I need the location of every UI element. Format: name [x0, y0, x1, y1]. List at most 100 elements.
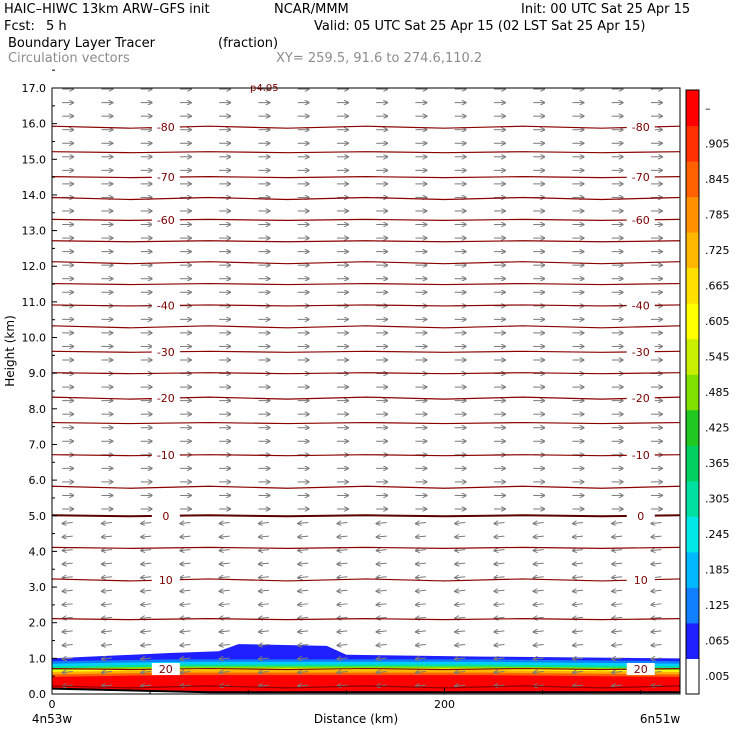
vector-arrow [416, 536, 426, 537]
x-start-location: 4n53w [32, 712, 73, 726]
vector-arrow [180, 644, 191, 645]
vector-arrow [651, 604, 662, 605]
contour-line [52, 421, 680, 425]
vector-arrow [259, 590, 269, 591]
colorbar-label: .185 [705, 564, 730, 577]
x-tick-label: 0 [49, 698, 56, 711]
y-tick-label: 7.0 [29, 438, 47, 451]
vector-arrow [337, 658, 348, 659]
vector-arrow [455, 550, 466, 551]
x-tick-label: 200 [434, 698, 455, 711]
colorbar-label: .245 [705, 528, 730, 541]
vector-arrow [259, 672, 269, 673]
vector-arrow [377, 590, 387, 591]
colorbar-label: .425 [705, 422, 730, 435]
contour-label-bg [626, 299, 655, 312]
y-tick-label: 9.0 [29, 367, 47, 380]
y-tick-label: 3.0 [29, 581, 47, 594]
vector-arrow [141, 685, 152, 686]
vector-arrow [416, 658, 426, 659]
vector-arrow [573, 523, 583, 524]
model-title: HAIC–HIWC 13km ARW–GFS init [4, 2, 210, 17]
vector-arrow [377, 536, 387, 537]
contour-label-bg [151, 121, 180, 134]
vector-arrow [259, 604, 269, 605]
contour-line [52, 396, 680, 400]
tracer-band-7 [52, 675, 680, 694]
vector-arrow [337, 577, 348, 578]
vector-arrow [102, 631, 112, 632]
x-axis-label: Distance (km) [314, 712, 398, 726]
colorbar-swatch [686, 445, 699, 482]
contour-label: -80 [632, 121, 650, 134]
vector-arrow [259, 631, 269, 632]
y-tick-label: 5.0 [29, 510, 47, 523]
vector-arrow [573, 577, 583, 578]
colorbar-swatch [686, 409, 699, 446]
vector-arrow [337, 550, 348, 551]
vector-arrow [102, 604, 112, 605]
contour-label-bg [151, 171, 180, 184]
vector-arrow [377, 658, 387, 659]
vector-arrow [612, 658, 623, 659]
vector-arrow [337, 672, 348, 673]
vector-arrow [377, 523, 387, 524]
vector-arrow [102, 644, 112, 645]
vector-arrow [63, 644, 73, 645]
contour-line [52, 546, 680, 549]
vector-arrow [416, 550, 426, 551]
contour-label: -70 [157, 171, 175, 184]
vector-arrow [141, 604, 152, 605]
contour-label: -60 [632, 214, 650, 227]
vector-arrow [612, 617, 623, 618]
contour-line [52, 454, 680, 457]
contour-label: -30 [632, 346, 650, 359]
vector-arrow [612, 685, 623, 686]
vector-arrow [102, 685, 112, 686]
colorbar-label: .125 [705, 599, 730, 612]
vector-arrow [494, 536, 505, 537]
vector-arrow [220, 672, 230, 673]
vector-arrow [494, 617, 505, 618]
colorbar-swatch [686, 480, 699, 517]
contour-line [52, 618, 680, 621]
contour-label-bg [626, 121, 655, 134]
contour-label: -60 [157, 214, 175, 227]
vector-arrow [298, 604, 309, 605]
contour-label: -80 [157, 121, 175, 134]
vector-arrow [63, 536, 73, 537]
vector-arrow [259, 658, 269, 659]
contour-label: -10 [632, 449, 650, 462]
vector-arrow [259, 577, 269, 578]
vector-arrow [416, 604, 426, 605]
colorbar-swatch [686, 90, 699, 127]
contour-line [52, 325, 680, 329]
colorbar-swatch [686, 232, 699, 269]
vector-arrow [102, 590, 112, 591]
vector-arrow [220, 523, 230, 524]
vector-arrow [377, 631, 387, 632]
colorbar-label: .905 [705, 137, 730, 150]
vector-arrow [455, 617, 466, 618]
vector-arrow [220, 550, 230, 551]
vector-arrow [220, 658, 230, 659]
vector-arrow [220, 617, 230, 618]
contour-label: 20 [634, 663, 648, 676]
forecast-hours: 5 h [46, 19, 67, 34]
colorbar-frame [685, 89, 700, 695]
y-tick-label: 15.0 [22, 153, 47, 166]
contour-line [52, 514, 680, 518]
contour-line [52, 667, 680, 671]
y-tick-label: 0.0 [29, 688, 47, 701]
colorbar-swatch [686, 338, 699, 375]
vector-arrow [455, 523, 466, 524]
contour-label: -20 [157, 392, 175, 405]
vector-arrow [141, 590, 152, 591]
vector-arrow [612, 590, 623, 591]
vector-arrow [573, 644, 583, 645]
axes: 0.0 1.0 2.0 3.0 4.0 5.0 6.0 7.0 8.0 9.0 10.0 11.0 12… [3, 69, 681, 726]
vector-arrow [102, 536, 112, 537]
init-time: Init: 00 UTC Sat 25 Apr 15 [521, 2, 691, 17]
vector-arrow [416, 523, 426, 524]
vector-arrow [651, 536, 662, 537]
